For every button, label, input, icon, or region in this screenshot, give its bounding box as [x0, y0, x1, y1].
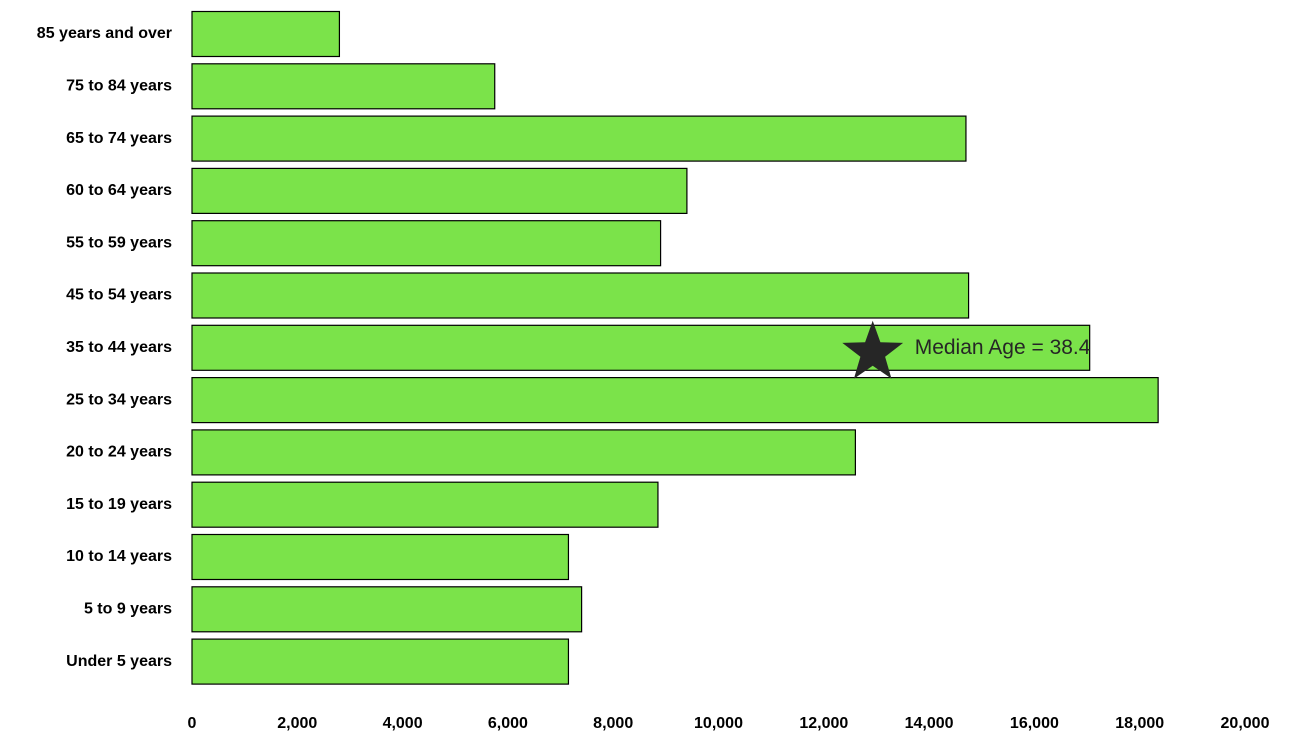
bar-20-to-24-years [191, 429, 856, 476]
bar-5-to-9-years [191, 586, 583, 633]
category-label: 65 to 74 years [66, 130, 172, 147]
bar-under-5-years [191, 638, 570, 685]
category-label: Under 5 years [66, 653, 172, 670]
x-axis-tick-labels: 0 2,000 4,000 6,000 8,000 10,000 12,000 14,000 1… [188, 715, 1270, 732]
median-age-value: 38.4 [1050, 335, 1091, 358]
bar-25-to-34-years [191, 377, 1159, 424]
bar-55-to-59-years [191, 220, 662, 267]
x-tick-label: 10,000 [694, 715, 743, 732]
category-labels: 85 years and over 75 to 84 years 65 to 74 … [37, 25, 172, 670]
category-label: 5 to 9 years [84, 601, 172, 618]
category-label: 10 to 14 years [66, 548, 172, 565]
x-tick-label: 0 [188, 715, 197, 732]
category-label: 55 to 59 years [66, 234, 172, 251]
bar-15-to-19-years [191, 481, 659, 528]
x-tick-label: 16,000 [1010, 715, 1059, 732]
category-label: 85 years and over [37, 25, 172, 42]
x-tick-label: 20,000 [1221, 715, 1270, 732]
bar-35-to-44-years [191, 324, 1091, 371]
bar-10-to-14-years [191, 533, 570, 581]
category-label: 25 to 34 years [66, 391, 172, 408]
category-label: 75 to 84 years [66, 78, 172, 95]
median-age-label-text: Median Age = [915, 335, 1050, 358]
median-age-annotation: Median Age = 38.4 [842, 320, 1091, 379]
x-tick-label: 8,000 [593, 715, 633, 732]
x-tick-label: 18,000 [1115, 715, 1164, 732]
bar-85-years-and-over [191, 10, 341, 58]
category-label: 20 to 24 years [66, 444, 172, 461]
category-label: 45 to 54 years [66, 287, 172, 304]
star-icon [842, 320, 904, 379]
category-label: 35 to 44 years [66, 339, 172, 356]
category-label: 15 to 19 years [66, 496, 172, 513]
x-tick-label: 4,000 [383, 715, 423, 732]
x-tick-label: 2,000 [277, 715, 317, 732]
bar-65-to-74-years [191, 115, 967, 162]
x-tick-label: 14,000 [905, 715, 954, 732]
median-age-label: Median Age = 38.4 [915, 335, 1091, 358]
x-tick-label: 12,000 [799, 715, 848, 732]
category-label: 60 to 64 years [66, 182, 172, 199]
x-tick-label: 6,000 [488, 715, 528, 732]
bar-60-to-64-years [191, 167, 688, 214]
bars-layer [191, 10, 1159, 685]
bar-45-to-54-years [191, 272, 970, 319]
bar-75-to-84-years [191, 63, 496, 110]
